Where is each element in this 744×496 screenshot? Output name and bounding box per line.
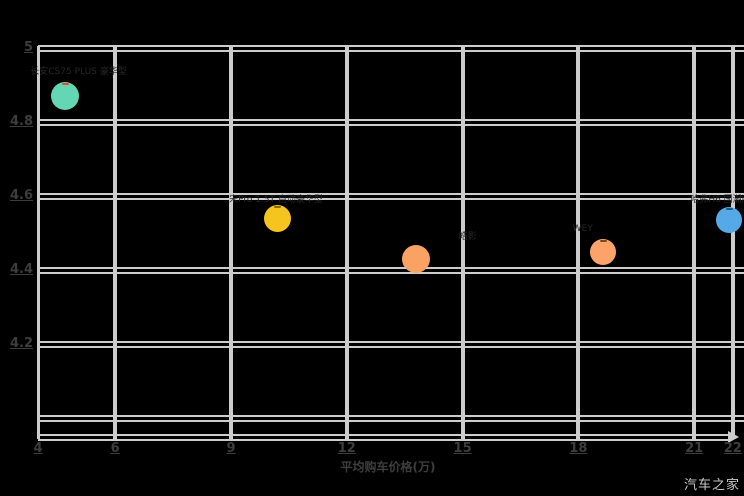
v-gridline bbox=[576, 46, 581, 439]
data-point-bubble[interactable] bbox=[263, 204, 291, 232]
data-point-bubble[interactable] bbox=[402, 244, 431, 273]
y-tick-label: 4.4 bbox=[9, 262, 33, 277]
h-gridline bbox=[38, 44, 744, 52]
data-point-bubble[interactable] bbox=[51, 82, 80, 111]
x-tick-label: 12 bbox=[337, 441, 356, 456]
h-gridline bbox=[38, 266, 744, 274]
bubble-top-mark bbox=[274, 205, 282, 208]
bubble-top-mark bbox=[600, 239, 608, 242]
x-tick-label: 18 bbox=[569, 441, 588, 456]
y-tick-label: 4.2 bbox=[9, 336, 33, 351]
bubble-top-mark bbox=[725, 208, 733, 211]
x-tick-label: 22 bbox=[723, 441, 742, 456]
point-annotation: WEY bbox=[572, 224, 593, 235]
data-point-bubble[interactable] bbox=[590, 238, 617, 265]
y-tick-label: 4.6 bbox=[9, 188, 33, 203]
point-annotation: 长安CS75 PLUS 豪华型 bbox=[30, 67, 127, 78]
y-axis-line bbox=[36, 46, 40, 439]
bubble-top-mark bbox=[62, 83, 70, 86]
h-gridline bbox=[38, 414, 744, 422]
v-gridline bbox=[460, 46, 465, 439]
h-gridline bbox=[38, 340, 744, 348]
point-annotation: 皓影 bbox=[458, 231, 477, 242]
watermark-autohome: 汽车之家 bbox=[683, 478, 740, 493]
point-annotation: 哈弗H6 国潮版 bbox=[690, 194, 744, 205]
x-tick-label: 9 bbox=[226, 441, 236, 456]
v-gridline bbox=[113, 46, 118, 439]
x-tick-label: 6 bbox=[110, 441, 120, 456]
v-gridline bbox=[730, 46, 735, 439]
x-tick-label: 21 bbox=[685, 441, 704, 456]
x-tick-label: 4 bbox=[33, 441, 43, 456]
y-tick-label: 4.8 bbox=[9, 114, 33, 129]
x-tick-label: 15 bbox=[453, 441, 472, 456]
v-gridline bbox=[344, 46, 349, 439]
point-annotation: 宋Pro 1.5T 自动豪华型 bbox=[229, 194, 323, 205]
y-tick-label: 5 bbox=[23, 40, 33, 55]
h-gridline bbox=[38, 192, 744, 200]
h-gridline bbox=[38, 118, 744, 126]
v-gridline bbox=[229, 46, 233, 439]
x-axis-line bbox=[38, 433, 730, 441]
x-axis-title: 平均购车价格(万) bbox=[340, 460, 436, 474]
v-gridline bbox=[692, 46, 697, 439]
data-point-bubble[interactable] bbox=[715, 207, 742, 234]
